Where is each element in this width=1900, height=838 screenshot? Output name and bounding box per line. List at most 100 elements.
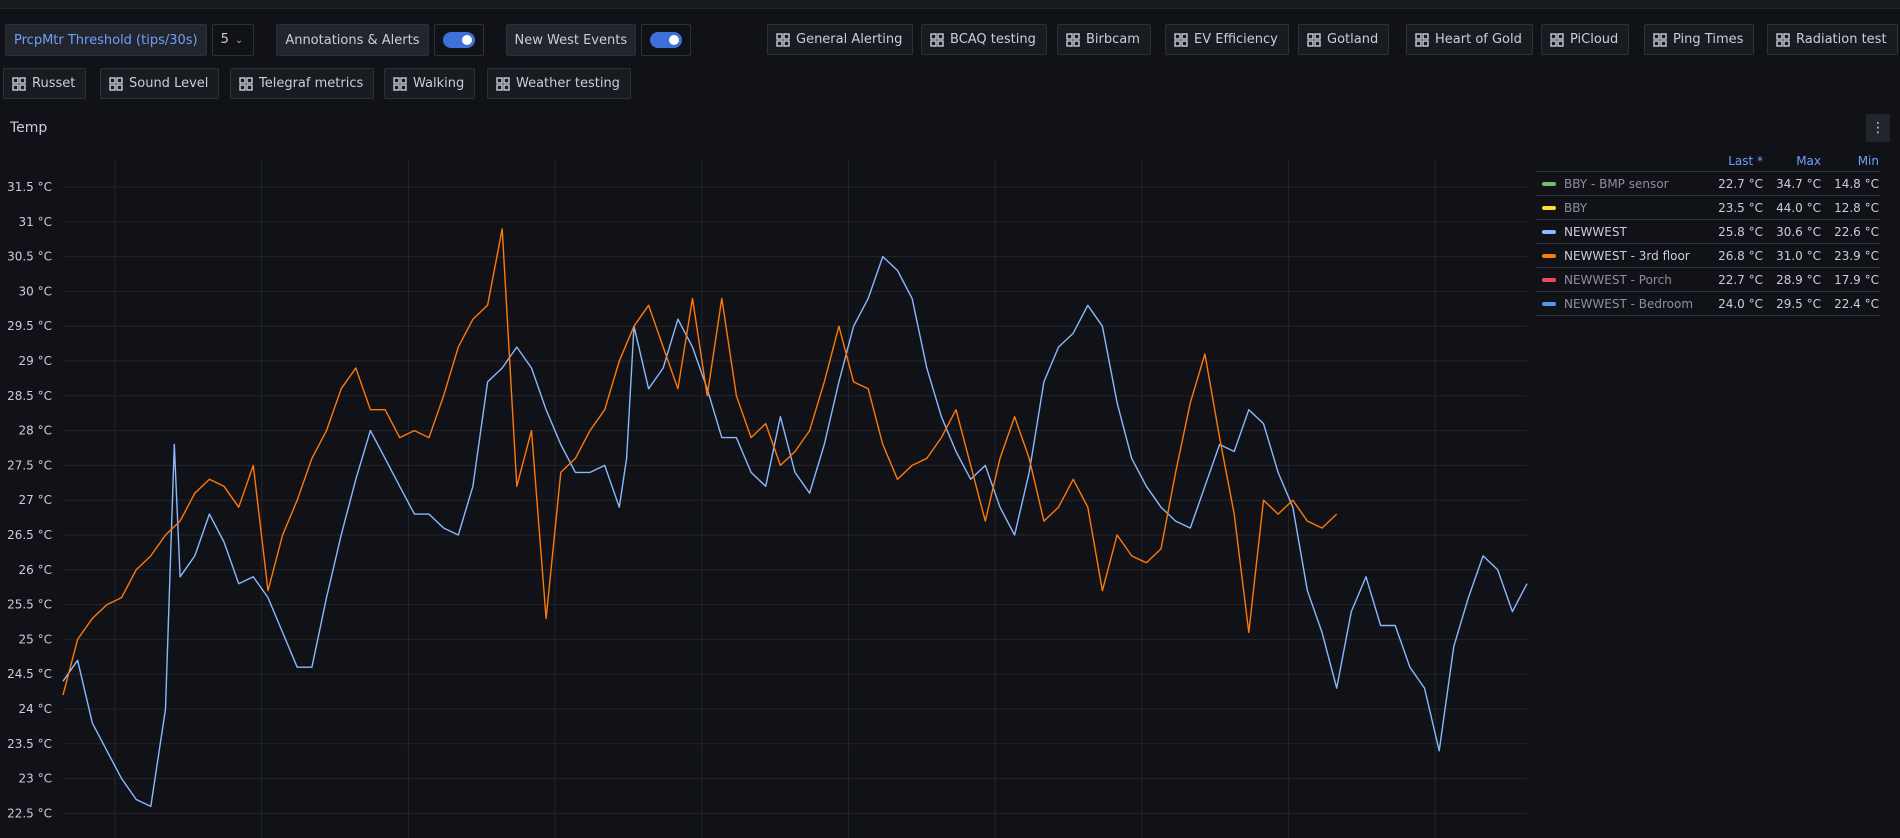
y-tick-label: 22.5 °C: [7, 806, 52, 820]
y-tick-label: 24 °C: [19, 702, 52, 716]
series-line-newwest[interactable]: [62, 255, 1528, 808]
apps-grid-icon: [393, 76, 413, 91]
apps-grid-icon: [776, 32, 796, 47]
legend-series-label: NEWWEST: [1564, 224, 1627, 239]
panel-title: Temp: [10, 120, 48, 136]
legend-header-last[interactable]: Last *: [1728, 154, 1763, 168]
legend-min-value: 12.8 °C: [1834, 200, 1879, 215]
dashboard-link[interactable]: BCAQ testing: [921, 24, 1047, 55]
annotations-label: Annotations & Alerts: [276, 24, 429, 56]
dashboard-link-label: PiCloud: [1570, 32, 1619, 47]
apps-grid-icon: [496, 76, 516, 91]
legend-series-name[interactable]: BBY: [1535, 201, 1705, 215]
dashboard-link[interactable]: General Alerting: [767, 24, 914, 55]
dashboard-link-label: Gotland: [1327, 32, 1379, 47]
legend-last-value: 24.0 °C: [1718, 296, 1763, 311]
apps-grid-icon: [239, 76, 259, 91]
dashboard-link-label: Birbcam: [1086, 32, 1140, 47]
dashboard-link-label: Weather testing: [516, 76, 620, 91]
threshold-select[interactable]: 5 ⌄: [211, 24, 255, 56]
y-tick-label: 27 °C: [19, 493, 52, 507]
legend-series-label: NEWWEST - Bedroom: [1564, 296, 1694, 311]
legend-min-value: 22.6 °C: [1834, 224, 1879, 239]
y-tick-label: 28 °C: [19, 424, 52, 438]
apps-grid-icon: [1550, 32, 1570, 47]
series-color-swatch: [1542, 229, 1556, 234]
series-color-swatch: [1542, 205, 1556, 210]
y-tick-label: 29.5 °C: [7, 319, 52, 333]
dashboard-link[interactable]: Russet: [3, 68, 87, 99]
legend-series-name[interactable]: BBY - BMP sensor: [1535, 177, 1705, 191]
series-line-newwest-3rd-floor[interactable]: [62, 228, 1338, 696]
legend-header-min[interactable]: Min: [1857, 154, 1879, 168]
dashboard-link[interactable]: Walking: [384, 68, 476, 99]
dashboard-link[interactable]: Gotland: [1298, 24, 1390, 55]
legend-series-label: BBY - BMP sensor: [1564, 176, 1669, 191]
legend-series-label: BBY: [1564, 200, 1588, 215]
apps-grid-icon: [930, 32, 950, 47]
dashboard-link-label: Sound Level: [129, 76, 209, 91]
legend-series-name[interactable]: NEWWEST - Bedroom: [1535, 297, 1705, 311]
legend-row[interactable]: BBY - BMP sensor 22.7 °C 34.7 °C 14.8 °C: [1535, 171, 1880, 195]
series-color-swatch: [1542, 181, 1556, 186]
annotations-toggle[interactable]: [433, 24, 484, 56]
apps-grid-icon: [1776, 32, 1796, 47]
dashboard-link[interactable]: EV Efficiency: [1165, 24, 1289, 55]
series-color-swatch: [1542, 277, 1556, 282]
legend-series-name[interactable]: NEWWEST - Porch: [1535, 273, 1705, 287]
dashboard-link[interactable]: Heart of Gold: [1406, 24, 1533, 55]
y-tick-label: 25.5 °C: [7, 598, 52, 612]
y-tick-label: 23.5 °C: [7, 737, 52, 751]
dashboard-link[interactable]: Ping Times: [1644, 24, 1755, 55]
y-tick-label: 29 °C: [19, 354, 52, 368]
dashboard-link-label: Ping Times: [1673, 32, 1744, 47]
apps-grid-icon: [1307, 32, 1327, 47]
legend-last-value: 23.5 °C: [1718, 200, 1763, 215]
dashboard-link[interactable]: PiCloud: [1541, 24, 1630, 55]
dashboard-link[interactable]: Telegraf metrics: [230, 68, 375, 99]
legend-last-value: 25.8 °C: [1718, 224, 1763, 239]
legend-last-value: 22.7 °C: [1718, 176, 1763, 191]
apps-grid-icon: [1066, 32, 1086, 47]
legend-series-name[interactable]: NEWWEST - 3rd floor: [1535, 249, 1705, 263]
legend-max-value: 28.9 °C: [1776, 272, 1821, 287]
panel-menu-button[interactable]: ⋮: [1866, 114, 1890, 142]
legend-row[interactable]: NEWWEST - Porch 22.7 °C 28.9 °C 17.9 °C: [1535, 267, 1880, 291]
dashboard-link-label: Walking: [413, 76, 465, 91]
dashboard-link[interactable]: Birbcam: [1057, 24, 1151, 55]
legend-last-value: 26.8 °C: [1718, 248, 1763, 263]
apps-grid-icon: [1415, 32, 1435, 47]
legend-row[interactable]: NEWWEST 25.8 °C 30.6 °C 22.6 °C: [1535, 219, 1880, 243]
y-tick-label: 23 °C: [19, 772, 52, 786]
dashboard-link-label: General Alerting: [796, 32, 903, 47]
legend-max-value: 34.7 °C: [1776, 176, 1821, 191]
legend-max-value: 44.0 °C: [1776, 200, 1821, 215]
legend-header-max[interactable]: Max: [1796, 154, 1821, 168]
apps-grid-icon: [1653, 32, 1673, 47]
variables-bar: PrcpMtr Threshold (tips/30s) 5 ⌄ Annotati…: [5, 24, 692, 56]
dashboard-link-label: Telegraf metrics: [259, 76, 364, 91]
events-toggle[interactable]: [641, 24, 692, 56]
y-tick-label: 31.5 °C: [7, 180, 52, 194]
temperature-chart[interactable]: 31.5 °C 31 °C 30.5 °C 30 °C 29.5 °C 29 °C 28.5…: [0, 145, 1530, 838]
dashboard-link[interactable]: Radiation test: [1767, 24, 1898, 55]
y-tick-label: 31 °C: [19, 215, 52, 229]
chevron-down-icon: ⌄: [234, 35, 244, 46]
legend-row[interactable]: NEWWEST - 3rd floor 26.8 °C 31.0 °C 23.9 °C: [1535, 243, 1880, 267]
legend-row[interactable]: NEWWEST - Bedroom 24.0 °C 29.5 °C 22.4 °C: [1535, 291, 1880, 316]
y-tick-label: 26.5 °C: [7, 528, 52, 542]
legend-max-value: 30.6 °C: [1776, 224, 1821, 239]
apps-grid-icon: [12, 76, 32, 91]
legend-min-value: 23.9 °C: [1834, 248, 1879, 263]
legend-series-name[interactable]: NEWWEST: [1535, 225, 1705, 239]
legend-min-value: 14.8 °C: [1834, 176, 1879, 191]
legend-max-value: 31.0 °C: [1776, 248, 1821, 263]
apps-grid-icon: [109, 76, 129, 91]
dashboard-link-label: Heart of Gold: [1435, 32, 1522, 47]
dashboard-link[interactable]: Sound Level: [100, 68, 220, 99]
vertical-ellipsis-icon: ⋮: [1871, 120, 1885, 136]
legend-table: Last * Max Min BBY - BMP sensor 22.7 °C 34…: [1535, 151, 1880, 316]
legend-row[interactable]: BBY 23.5 °C 44.0 °C 12.8 °C: [1535, 195, 1880, 219]
dashboard-link[interactable]: Weather testing: [487, 68, 631, 99]
y-tick-label: 30 °C: [19, 284, 52, 298]
